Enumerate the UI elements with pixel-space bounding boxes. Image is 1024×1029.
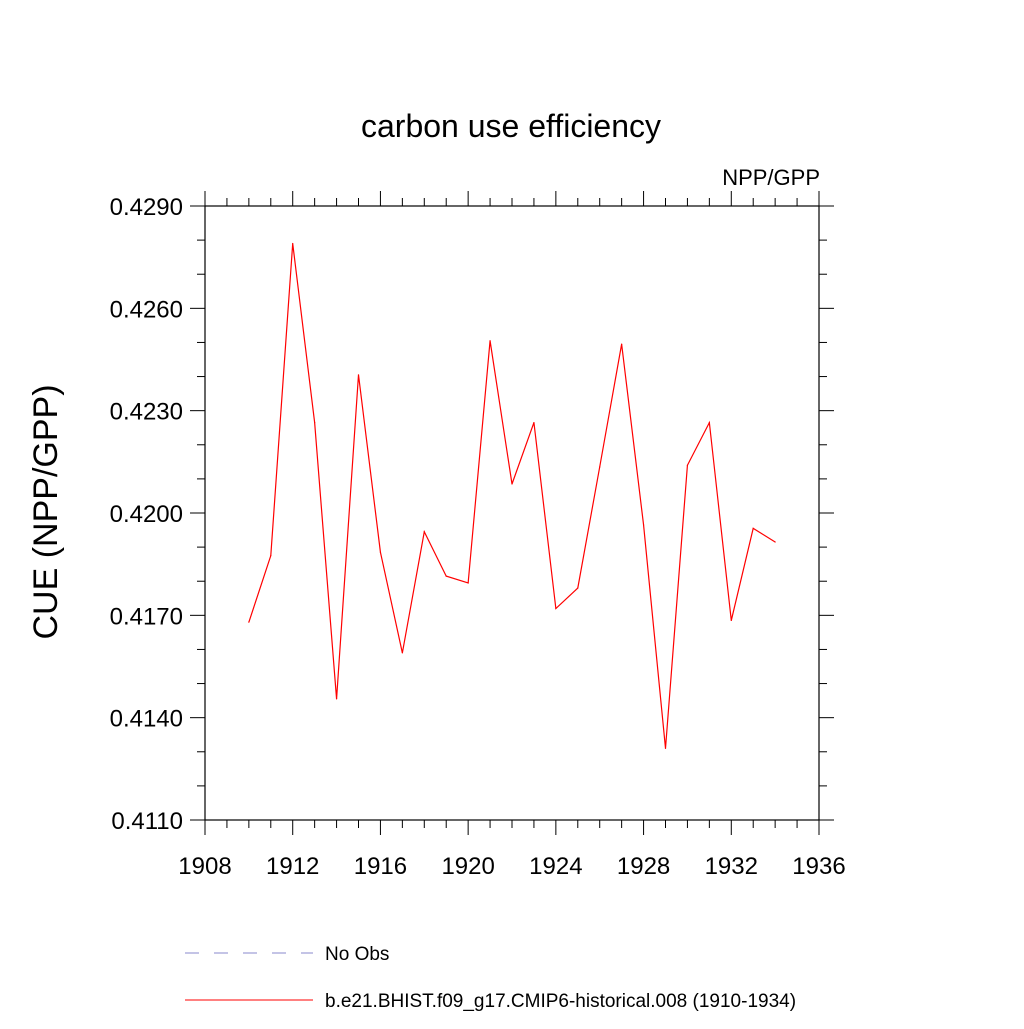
data-point [642,524,645,526]
data-point [708,422,710,424]
data-point [730,619,732,622]
data-point [401,652,403,654]
data-point [686,464,689,466]
data-point [423,531,425,533]
data-point [752,527,754,529]
plot-frame [204,205,820,821]
y-axis-label: CUE (NPP/GPP) [27,384,65,639]
x-tick-label: 1916 [354,853,407,880]
axis-ticks: 0.4110 0.4140 0.4170 0.4200 0.4230 0.4260 0.42… [110,191,846,880]
x-tick-label: 1936 [792,853,845,880]
legend-label: b.e21.BHIST.f09_g17.CMIP6-historical.008… [325,991,796,1012]
y-tick-label: 0.4230 [110,399,183,426]
data-point [445,575,447,577]
data-point [577,587,579,589]
data-point [292,242,294,245]
data-point [357,374,360,376]
data-point [379,551,382,553]
y-tick-label: 0.4200 [110,501,183,528]
y-tick-label: 0.4290 [110,194,183,221]
data-point [335,698,338,700]
data-point [533,422,535,424]
data-point [270,555,272,557]
series-layer [248,242,776,749]
data-point [664,747,667,749]
data-point [621,343,623,345]
legend: No Obs b.e21.BHIST.f09_g17.CMIP6-historic… [185,944,796,1012]
data-point [467,582,469,584]
x-tick-label: 1912 [266,853,319,880]
y-tick-label: 0.4170 [110,603,183,630]
y-tick-label: 0.4110 [111,808,183,835]
data-point [511,483,513,485]
data-point [599,466,601,468]
chart-subtitle: NPP/GPP [722,165,820,190]
x-tick-label: 1908 [178,853,231,880]
data-point [774,541,776,543]
chart-title: carbon use efficiency [361,108,661,144]
x-tick-label: 1932 [705,853,758,880]
x-tick-label: 1920 [441,853,494,880]
series-line [248,243,776,749]
data-point [555,607,557,610]
legend-label: No Obs [325,944,389,965]
y-tick-label: 0.4260 [110,296,183,323]
y-tick-label: 0.4140 [110,706,183,733]
x-tick-label: 1924 [529,853,582,880]
data-point [248,621,250,623]
data-point [314,422,316,424]
x-tick-label: 1928 [617,853,670,880]
data-point [489,340,491,342]
